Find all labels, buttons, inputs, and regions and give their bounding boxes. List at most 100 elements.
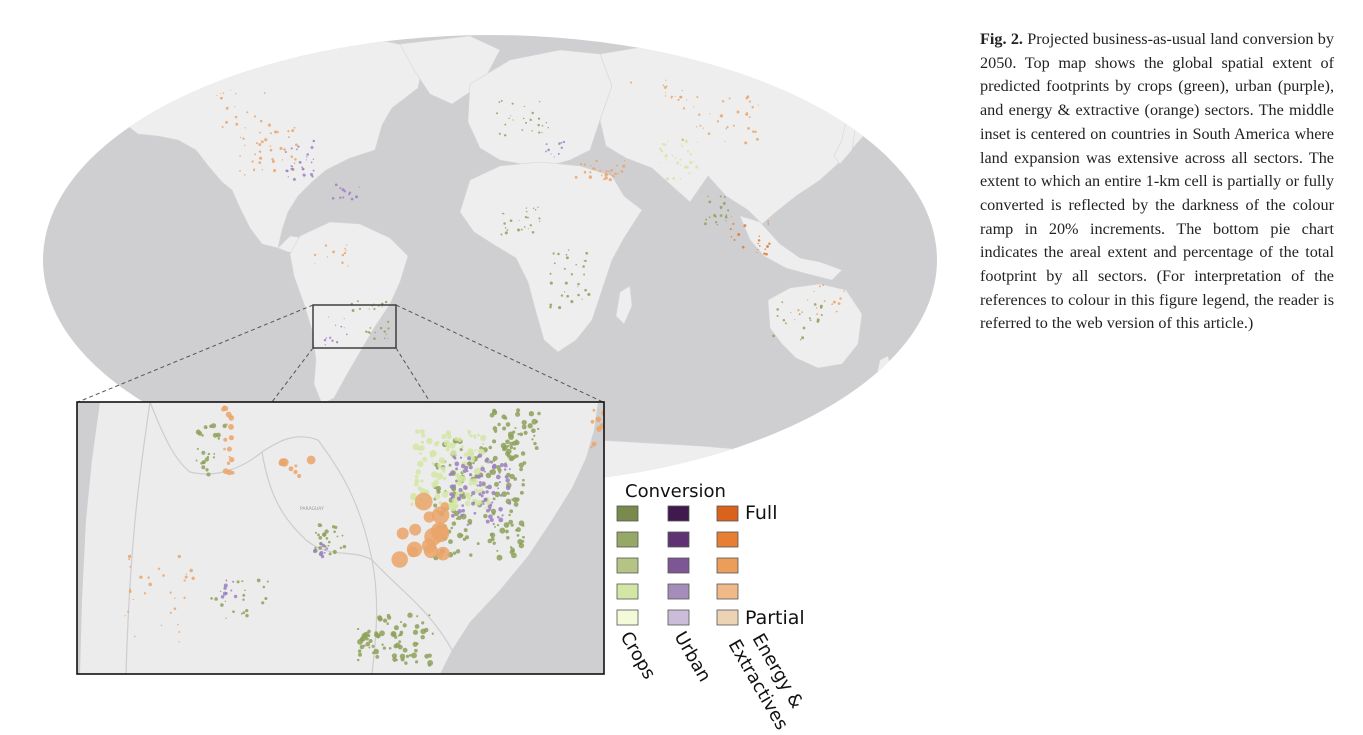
urban-footprint <box>223 586 227 590</box>
crops-footprint <box>371 644 375 648</box>
urban-footprint <box>313 549 317 553</box>
energy-footprint <box>765 252 768 256</box>
crops-footprint <box>318 535 323 540</box>
urban-footprint <box>310 173 313 176</box>
urban-footprint <box>297 145 300 148</box>
crops-footprint <box>512 119 514 121</box>
crops-footprint <box>414 648 418 653</box>
crops-footprint <box>439 459 445 464</box>
crops-footprint <box>225 617 227 619</box>
energy-footprint <box>341 261 344 264</box>
crops-footprint <box>448 463 452 467</box>
urban-footprint <box>467 461 470 464</box>
energy-footprint <box>745 97 748 100</box>
energy-footprint <box>797 309 800 312</box>
crops-footprint <box>492 497 496 501</box>
energy-footprint <box>295 143 298 147</box>
energy-footprint <box>243 144 246 147</box>
crops-footprint <box>583 273 586 276</box>
crops-footprint <box>393 625 399 631</box>
crops-footprint <box>587 292 591 296</box>
energy-footprint <box>222 92 225 94</box>
energy-footprint <box>189 568 193 573</box>
crops-footprint <box>201 434 204 437</box>
urban-footprint <box>545 143 548 146</box>
energy-footprint <box>813 290 815 292</box>
figure-label: Fig. 2. <box>980 30 1023 48</box>
crops-footprint <box>365 637 369 641</box>
crops-footprint <box>719 195 722 198</box>
energy-footprint <box>662 84 665 87</box>
energy-footprint <box>721 100 725 103</box>
crops-footprint <box>206 472 211 477</box>
crops-footprint <box>557 252 560 256</box>
crops-footprint <box>523 430 528 435</box>
energy-footprint <box>831 303 833 306</box>
urban-footprint <box>500 463 504 467</box>
energy-footprint <box>234 92 237 95</box>
energy-footprint <box>681 138 684 141</box>
energy-footprint <box>843 290 845 292</box>
crops-footprint <box>533 441 537 446</box>
energy-footprint <box>815 307 818 309</box>
crops-footprint <box>510 115 512 117</box>
crops-footprint <box>526 216 529 219</box>
urban-footprint <box>498 517 504 523</box>
urban-footprint <box>481 490 486 495</box>
urban-footprint <box>491 464 497 470</box>
urban-footprint <box>310 161 313 164</box>
legend-swatch <box>716 557 739 574</box>
crops-footprint <box>407 612 413 618</box>
urban-footprint <box>321 543 326 548</box>
energy-footprint <box>677 98 680 101</box>
urban-footprint <box>461 504 465 507</box>
urban-footprint <box>498 480 501 484</box>
urban-footprint <box>480 466 485 472</box>
australia <box>767 283 863 369</box>
crops-footprint <box>510 547 515 552</box>
crops-footprint <box>565 256 569 260</box>
energy-footprint <box>709 113 711 115</box>
crops-footprint <box>813 303 817 306</box>
energy-footprint <box>748 100 751 103</box>
crops-footprint <box>519 432 524 437</box>
crops-footprint <box>341 534 344 537</box>
crops-footprint <box>504 123 507 126</box>
energy-footprint <box>324 244 328 247</box>
energy-footprint <box>693 106 695 108</box>
crops-footprint <box>365 330 368 333</box>
urban-footprint <box>478 483 482 487</box>
energy-footprint <box>234 106 236 108</box>
crops-footprint <box>369 327 372 329</box>
crops-footprint <box>577 282 580 286</box>
crops-footprint <box>483 513 488 519</box>
energy-footprint <box>695 126 698 128</box>
crops-footprint <box>426 437 433 445</box>
crops-footprint <box>528 411 535 417</box>
crops-footprint <box>570 273 574 276</box>
energy-footprint <box>253 168 256 170</box>
crops-footprint <box>509 509 514 514</box>
crops-footprint <box>723 196 726 198</box>
energy-footprint <box>251 160 254 163</box>
urban-footprint <box>454 461 460 467</box>
crops-footprint <box>522 478 525 482</box>
energy-footprint <box>733 238 736 242</box>
crops-footprint <box>481 442 485 446</box>
crops-footprint <box>459 448 463 452</box>
energy-footprint <box>225 423 229 426</box>
energy-footprint <box>757 239 761 242</box>
crops-footprint <box>421 621 425 625</box>
crops-footprint <box>412 629 419 635</box>
inset-connector-line <box>77 304 314 403</box>
energy-footprint <box>234 115 238 119</box>
urban-footprint <box>471 491 476 496</box>
energy-footprint <box>230 89 232 91</box>
energy-footprint <box>177 623 179 626</box>
crops-footprint <box>509 473 515 480</box>
crops-footprint <box>433 503 438 508</box>
crops-footprint <box>367 634 371 638</box>
crops-footprint <box>522 117 525 120</box>
urban-footprint <box>319 542 322 546</box>
urban-footprint <box>491 490 496 496</box>
